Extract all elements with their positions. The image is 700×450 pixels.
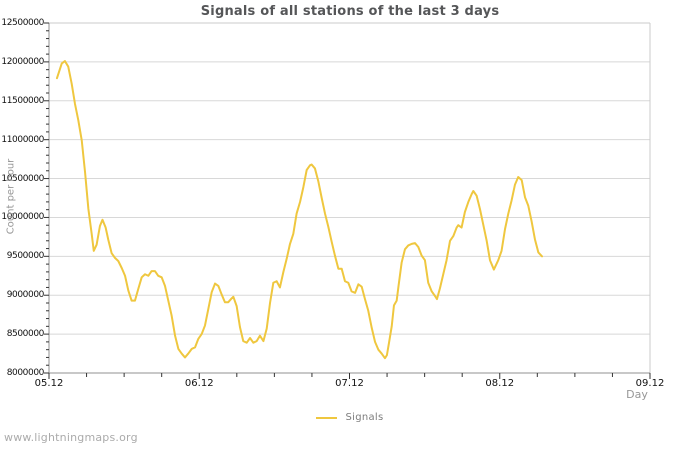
y-tick-label: 12000000 (1, 56, 44, 67)
y-tick-label: 11500000 (1, 95, 44, 106)
y-tick-label: 11000000 (1, 134, 44, 145)
y-tick-label: 8000000 (6, 368, 45, 378)
y-axis-title: Count per hour (5, 158, 17, 235)
y-tick-label: 9500000 (6, 251, 45, 262)
y-tick-label: 8500000 (6, 329, 45, 340)
y-tick-label: 10000000 (1, 212, 44, 223)
legend: Signals (0, 412, 700, 423)
x-tick-label: 06.12 (184, 378, 214, 389)
legend-line-swatch (316, 416, 338, 419)
legend-series-label: Signals (345, 412, 384, 423)
x-tick-label: 07.12 (335, 378, 364, 389)
y-tick-label: 9000000 (6, 290, 45, 301)
x-tick-label: 08.12 (485, 378, 515, 389)
x-axis-title: Day (626, 388, 648, 401)
watermark: www.lightningmaps.org (4, 431, 138, 444)
chart-title: Signals of all stations of the last 3 da… (200, 4, 500, 19)
y-tick-label: 12500000 (1, 18, 44, 28)
x-tick-label: 05.12 (34, 378, 64, 389)
series-line-signals (55, 60, 543, 360)
y-tick-label: 10500000 (1, 173, 44, 184)
x-tick-label: 09.12 (635, 378, 665, 389)
